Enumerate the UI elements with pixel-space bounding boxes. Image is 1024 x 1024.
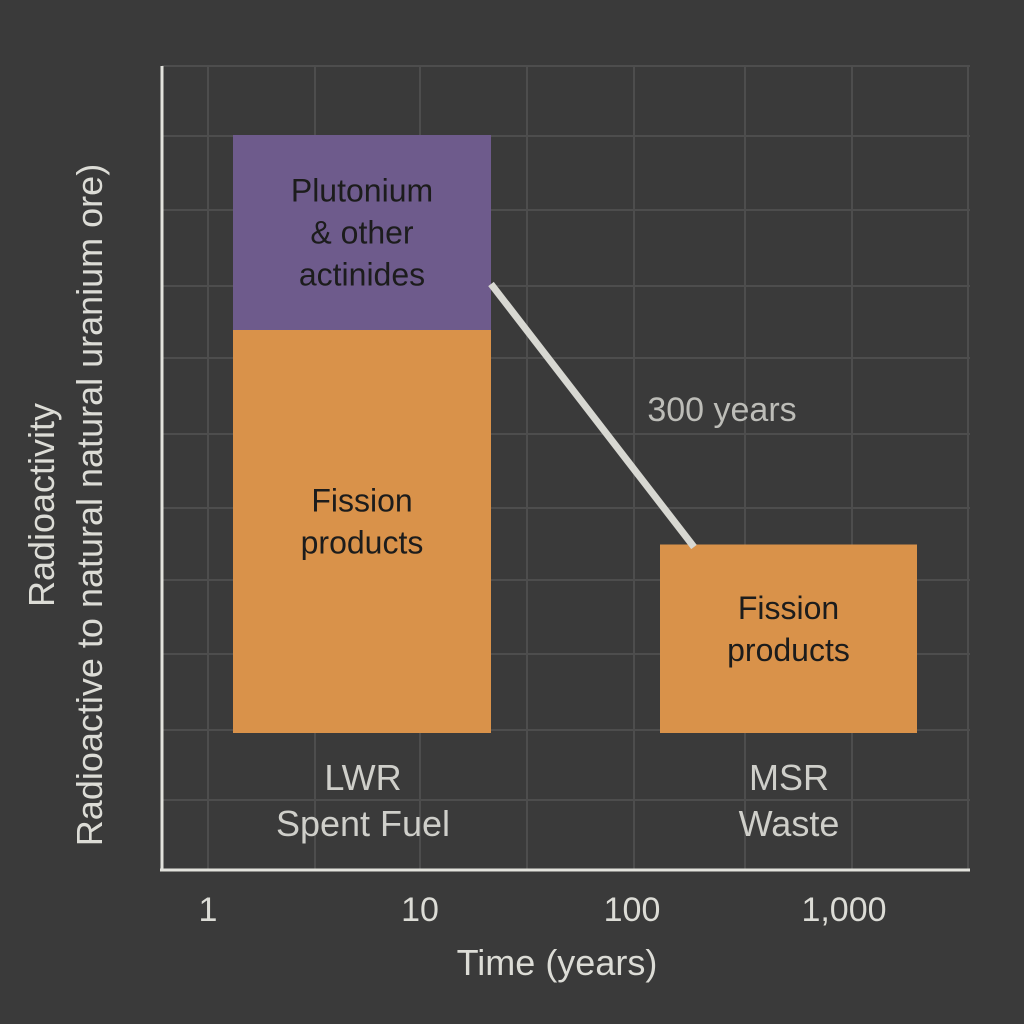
bar-segment-1-1	[233, 330, 491, 733]
segment-label: products	[727, 632, 850, 668]
segment-label: & other	[310, 215, 414, 251]
group-label-line1: MSR	[749, 757, 829, 798]
bars-group: Fission products Plutonium & other actinides…	[233, 135, 917, 844]
y-axis-title-line2: Radioactive to natural natural uranium o…	[69, 164, 110, 846]
bar-segment-2-1	[660, 544, 917, 733]
segment-label: actinides	[299, 257, 425, 293]
segment-label: Plutonium	[291, 173, 433, 209]
x-tick-label: 100	[604, 891, 661, 929]
x-tick-labels: 1 10 100 1,000	[199, 891, 887, 929]
y-axis-title: Radioactivity Radioactive to natural nat…	[21, 164, 110, 846]
axes-group	[160, 66, 970, 872]
group-label-line1: LWR	[324, 757, 401, 798]
group-label-line2: Spent Fuel	[276, 803, 450, 844]
group-label-line2: Waste	[739, 803, 840, 844]
x-tick-label: 10	[401, 891, 439, 929]
segment-label: Fission	[311, 483, 412, 519]
bar-segment-1-2	[233, 135, 491, 330]
decay-connector-line	[488, 281, 697, 550]
segment-label: Fission	[738, 590, 839, 626]
connector-group	[488, 281, 697, 550]
annotation-300-years: 300 years	[647, 391, 796, 429]
x-tick-label: 1	[199, 891, 218, 929]
segment-label: products	[301, 525, 424, 561]
x-axis-title: Time (years)	[457, 942, 658, 983]
x-tick-label: 1,000	[801, 891, 886, 929]
y-axis-title-line1: Radioactivity	[21, 403, 62, 607]
